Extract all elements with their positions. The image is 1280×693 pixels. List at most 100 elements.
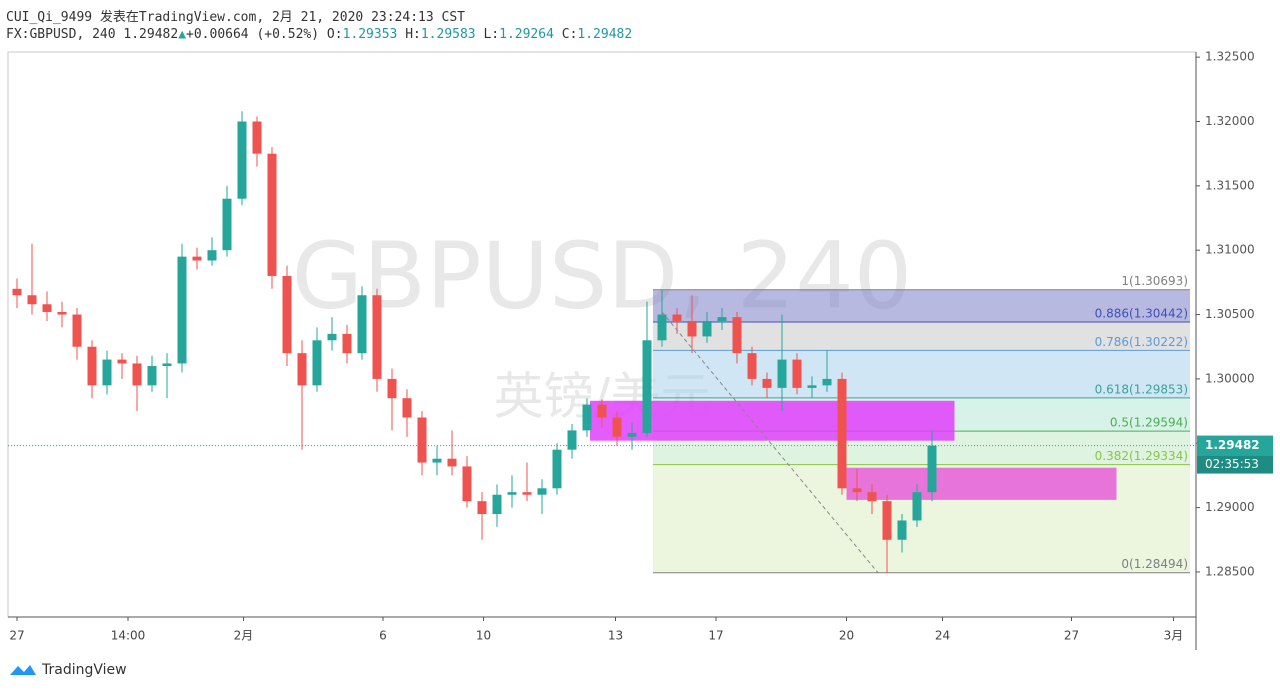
header-line: CUI_Qi_9499 发表在TradingView.com, 2月 21, 2… — [6, 6, 465, 25]
candle-body — [177, 256, 187, 364]
trend-line — [661, 311, 879, 574]
fib-label: 0(1.28494) — [1121, 557, 1188, 571]
candle-body — [732, 317, 742, 354]
fib-label: 0.618(1.29853) — [1095, 382, 1188, 396]
y-tick-label: 1.31000 — [1205, 243, 1255, 257]
candle-body — [492, 494, 502, 515]
ohlc-value: 1.29353 — [342, 27, 398, 42]
candle-body — [267, 153, 277, 276]
last-price-label: 1.29482 — [1205, 438, 1260, 452]
x-tick-label: 14:00 — [111, 629, 146, 643]
ohlc-value: 1.29583 — [420, 27, 476, 42]
fib-label: 0.5(1.29594) — [1110, 416, 1188, 430]
candle-body — [717, 317, 727, 321]
candle-body — [882, 501, 892, 540]
x-tick-label: 13 — [608, 629, 623, 643]
candle-body — [372, 295, 382, 379]
candle-body — [192, 256, 202, 261]
candle-body — [867, 492, 877, 502]
header-line: FX:GBPUSD, 240 1.29482▲+0.00664 (+0.52%)… — [6, 27, 640, 42]
candle-body — [237, 121, 247, 199]
y-tick-label: 1.30500 — [1205, 307, 1255, 321]
countdown: 02:35:53 — [1205, 457, 1259, 471]
x-tick-label: 17 — [708, 629, 723, 643]
candle-body — [912, 492, 922, 521]
candle-body — [432, 458, 442, 463]
fib-label: 0.382(1.29334) — [1095, 449, 1188, 463]
candle-body — [222, 198, 232, 251]
candle-body — [117, 359, 127, 364]
last-price-tag — [1197, 435, 1273, 456]
candle-body — [927, 445, 937, 493]
x-tick-label: 6 — [379, 629, 387, 643]
candle-body — [747, 353, 757, 379]
candle-body — [897, 520, 907, 540]
footer-brand: TradingView — [42, 662, 127, 678]
candle-body — [387, 378, 397, 399]
candle-body — [657, 314, 667, 341]
candle-body — [402, 398, 412, 418]
candle-body — [687, 320, 697, 337]
candle-body — [87, 346, 97, 386]
candle-body — [357, 295, 367, 354]
candle-body — [522, 492, 532, 495]
x-tick-label: 10 — [476, 629, 491, 643]
candle-body — [852, 488, 862, 493]
candle-body — [57, 311, 67, 315]
candle-body — [417, 417, 427, 463]
symbol: FX:GBPUSD, 240 1.29482 — [6, 27, 179, 42]
candle-body — [207, 250, 217, 261]
candle-body — [597, 404, 607, 418]
fib-band — [653, 322, 1190, 351]
x-tick-label: 3月 — [1164, 629, 1184, 643]
arrow: ▲ — [178, 27, 187, 42]
candle-body — [837, 378, 847, 489]
zone — [846, 467, 1117, 500]
candle-body — [12, 288, 22, 296]
candle-body — [612, 417, 622, 437]
candle-body — [822, 378, 832, 386]
ohlc-header: O:1.29353 H:1.29583 L:1.29264 C:1.29482 — [327, 27, 640, 42]
candle-body — [42, 304, 52, 312]
candle-body — [552, 449, 562, 489]
candle-body — [807, 385, 817, 388]
candle-body — [132, 363, 142, 386]
candle-body — [567, 430, 577, 450]
ohlc-label: O: — [326, 27, 343, 42]
ohlc-label: L: — [483, 27, 500, 42]
fib-label: 1(1.30693) — [1121, 274, 1188, 288]
candle-body — [462, 466, 472, 502]
logo — [10, 665, 36, 675]
candle-body — [477, 501, 487, 515]
candle-body — [342, 333, 352, 354]
candle-body — [162, 363, 172, 367]
candle-body — [312, 340, 322, 386]
ohlc-label: H: — [405, 27, 421, 42]
candle-body — [72, 314, 82, 347]
ohlc-label: C: — [561, 27, 578, 42]
y-tick-label: 1.30000 — [1205, 371, 1255, 385]
candle-body — [702, 320, 712, 337]
candle-body — [252, 121, 262, 154]
candle-body — [792, 359, 802, 388]
candle-body — [537, 488, 547, 495]
x-tick-label: 27 — [9, 629, 24, 643]
candle-body — [282, 275, 292, 354]
candle-body — [642, 340, 652, 433]
candle-body — [297, 353, 307, 386]
fib-label: 0.886(1.30442) — [1095, 307, 1188, 321]
change: +0.00664 (+0.52%) — [186, 27, 320, 42]
y-tick-label: 1.32500 — [1205, 50, 1255, 64]
countdown-bg — [1197, 455, 1273, 474]
fib-band — [653, 350, 1190, 398]
candle-body — [327, 333, 337, 341]
x-tick-label: 24 — [935, 629, 950, 643]
ohlc-value: 1.29264 — [499, 27, 554, 42]
y-tick-label: 1.29000 — [1205, 500, 1255, 514]
x-tick-label: 27 — [1064, 629, 1079, 643]
x-tick-label: 2月 — [234, 629, 254, 643]
fib-label: 0.786(1.30222) — [1095, 335, 1188, 349]
candle-body — [672, 314, 682, 321]
